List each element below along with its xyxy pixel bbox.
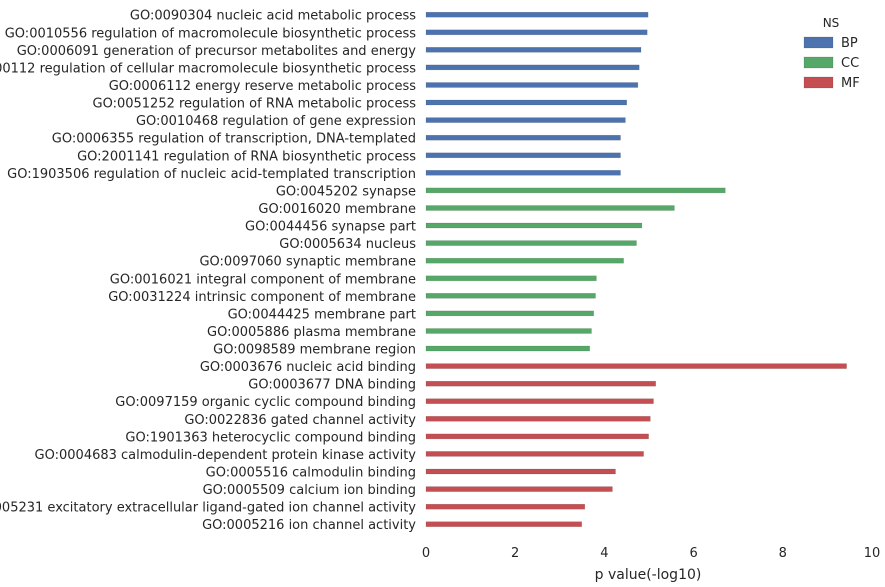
bar-mf xyxy=(425,363,847,369)
bar-bp xyxy=(425,152,621,159)
category-label: GO:1901363 heterocyclic compound binding xyxy=(125,430,416,445)
bar-mf xyxy=(425,380,656,387)
bar-mf xyxy=(425,486,613,492)
category-label: GO:0005216 ion channel activity xyxy=(202,518,416,533)
bar-bp xyxy=(425,170,621,176)
legend-label-mf: MF xyxy=(841,76,860,91)
category-label: GO:0003677 DNA binding xyxy=(248,378,416,393)
category-label: GO:0022836 gated channel activity xyxy=(184,413,416,428)
category-label: GO:0006091 generation of precursor metab… xyxy=(17,44,417,59)
x-tick-label: 2 xyxy=(511,546,519,561)
x-axis-title: p value(-log10) xyxy=(595,567,702,583)
bar-bp xyxy=(425,134,621,141)
category-label: GO:2001141 regulation of RNA biosyntheti… xyxy=(77,149,416,164)
bar-mf xyxy=(425,468,616,475)
bar-bp xyxy=(425,47,642,53)
category-label: GO:0016021 integral component of membran… xyxy=(110,272,416,287)
category-label: GO:0006355 regulation of transcription, … xyxy=(52,132,416,147)
legend-label-cc: CC xyxy=(841,56,859,71)
bar-mf xyxy=(425,398,654,404)
bar-cc xyxy=(425,345,590,352)
bar-cc xyxy=(425,205,675,211)
category-label: GO:0016020 membrane xyxy=(258,202,416,217)
category-label: GO:0044456 synapse part xyxy=(245,220,416,235)
category-labels-group: GO:0090304 nucleic acid metabolic proces… xyxy=(0,9,416,534)
x-tick-label: 6 xyxy=(689,546,697,561)
category-label: GO:0044425 membrane part xyxy=(228,307,416,322)
bar-bp xyxy=(425,99,627,106)
legend-swatch-mf xyxy=(803,76,834,89)
bar-mf xyxy=(425,521,582,527)
bar-mf xyxy=(425,503,586,510)
legend-title: NS xyxy=(823,16,840,30)
bar-mf xyxy=(425,416,651,422)
category-label: GO:0097159 organic cyclic compound bindi… xyxy=(115,395,416,410)
bar-mf xyxy=(425,433,649,440)
bar-mf xyxy=(425,451,644,457)
bar-cc xyxy=(425,293,596,299)
category-label: GO:0010468 regulation of gene expression xyxy=(136,114,416,129)
bar-cc xyxy=(425,257,624,264)
category-label: GO:0003676 nucleic acid binding xyxy=(200,360,416,375)
category-label: GO:0005886 plasma membrane xyxy=(207,325,416,340)
legend-label-bp: BP xyxy=(841,36,858,51)
legend-swatch-bp xyxy=(803,36,834,49)
category-label: GO:0005634 nucleus xyxy=(279,237,416,252)
category-label: GO:0045202 synapse xyxy=(276,184,416,199)
category-label: GO:0005516 calmodulin binding xyxy=(206,466,416,481)
bar-bp xyxy=(425,117,626,123)
category-label: GO:0031224 intrinsic component of membra… xyxy=(108,290,416,305)
category-label: GO:0004683 calmodulin-dependent protein … xyxy=(35,448,417,463)
x-tick-label: 8 xyxy=(779,546,787,561)
bar-cc xyxy=(425,328,592,334)
bars-group xyxy=(425,11,847,527)
x-axis-ticks-group: 0 2 4 6 8 10 xyxy=(422,546,880,561)
category-label: GO:0006112 energy reserve metabolic proc… xyxy=(109,79,417,94)
bar-bp xyxy=(425,29,648,36)
bar-cc xyxy=(425,222,643,229)
x-tick-label: 10 xyxy=(864,546,881,561)
bar-cc xyxy=(425,187,726,194)
category-label: GO:0005509 calcium ion binding xyxy=(203,483,416,498)
bar-cc xyxy=(425,310,594,317)
category-label: GO:0098589 membrane region xyxy=(213,343,416,358)
legend: NS BP CC MF xyxy=(803,16,860,91)
category-label: GO:1903506 regulation of nucleic acid-te… xyxy=(7,167,416,182)
category-label: GO:0005231 excitatory extracellular liga… xyxy=(0,501,416,516)
category-label: GO:0010556 regulation of macromolecule b… xyxy=(5,26,416,41)
category-label: GO:0051252 regulation of RNA metabolic p… xyxy=(93,97,417,112)
x-tick-label: 0 xyxy=(422,546,430,561)
bar-bp xyxy=(425,64,640,71)
x-tick-label: 4 xyxy=(600,546,608,561)
category-label: GO:0090304 nucleic acid metabolic proces… xyxy=(130,9,416,24)
bar-bp xyxy=(425,11,649,18)
category-label: GO:0097060 synaptic membrane xyxy=(199,255,416,270)
category-label: GO:2000112 regulation of cellular macrom… xyxy=(0,61,416,76)
legend-swatch-cc xyxy=(803,56,834,69)
bar-cc xyxy=(425,275,597,282)
bar-bp xyxy=(425,82,639,88)
bar-cc xyxy=(425,240,637,246)
